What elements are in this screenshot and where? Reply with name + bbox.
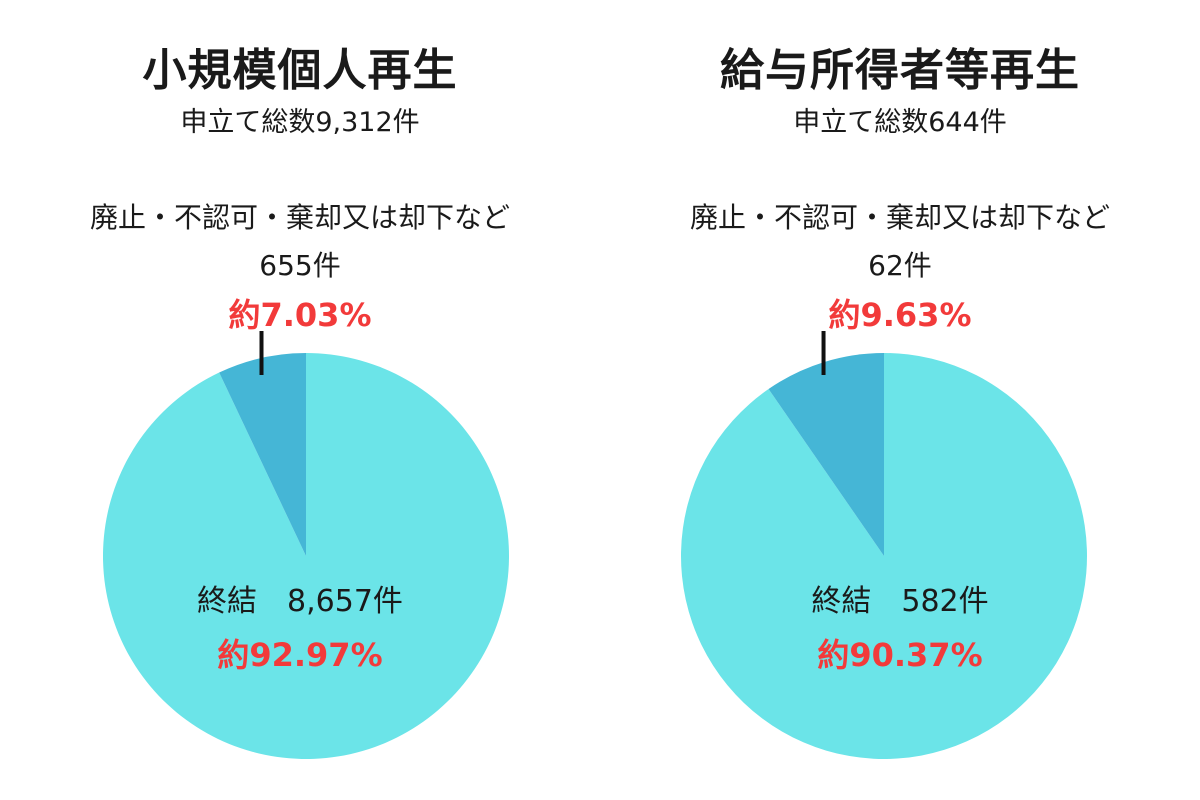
chart-panel-salaried-earner: 給与所得者等再生 申立て総数644件 廃止・不認可・棄却又は却下など 62件 約…	[600, 0, 1200, 800]
minor-slice-count: 655件	[259, 249, 341, 282]
chart-title: 小規模個人再生	[142, 45, 458, 96]
chart-subtitle: 申立て総数644件	[793, 107, 1007, 138]
pie-chart	[681, 331, 1087, 759]
minor-slice-count: 62件	[868, 249, 932, 282]
major-slice-text: 終結 8,657件	[0, 576, 600, 620]
pie-slice-minor	[219, 353, 306, 556]
major-slice-percent: 約90.37%	[817, 636, 983, 674]
major-slice-label: 終結	[197, 584, 258, 619]
chart-subtitle: 申立て総数9,312件	[180, 107, 420, 138]
major-slice-count: 8,657件	[287, 584, 403, 619]
major-slice-count: 582件	[901, 584, 989, 619]
chart-panel-small-individual: 小規模個人再生 申立て総数9,312件 廃止・不認可・棄却又は却下など 655件…	[0, 45, 600, 759]
minor-slice-label: 廃止・不認可・棄却又は却下など	[689, 201, 1110, 234]
pie-chart	[103, 331, 509, 759]
major-slice-label: 終結	[811, 584, 872, 619]
minor-slice-percent: 約7.03%	[228, 296, 372, 334]
major-slice-text: 終結 582件	[600, 576, 1200, 620]
major-slice-percent: 約92.97%	[217, 636, 383, 674]
chart-title: 給与所得者等再生	[720, 45, 1080, 96]
minor-slice-percent: 約9.63%	[828, 296, 972, 334]
pie-slice-minor	[768, 353, 884, 556]
minor-slice-label: 廃止・不認可・棄却又は却下など	[89, 201, 510, 234]
